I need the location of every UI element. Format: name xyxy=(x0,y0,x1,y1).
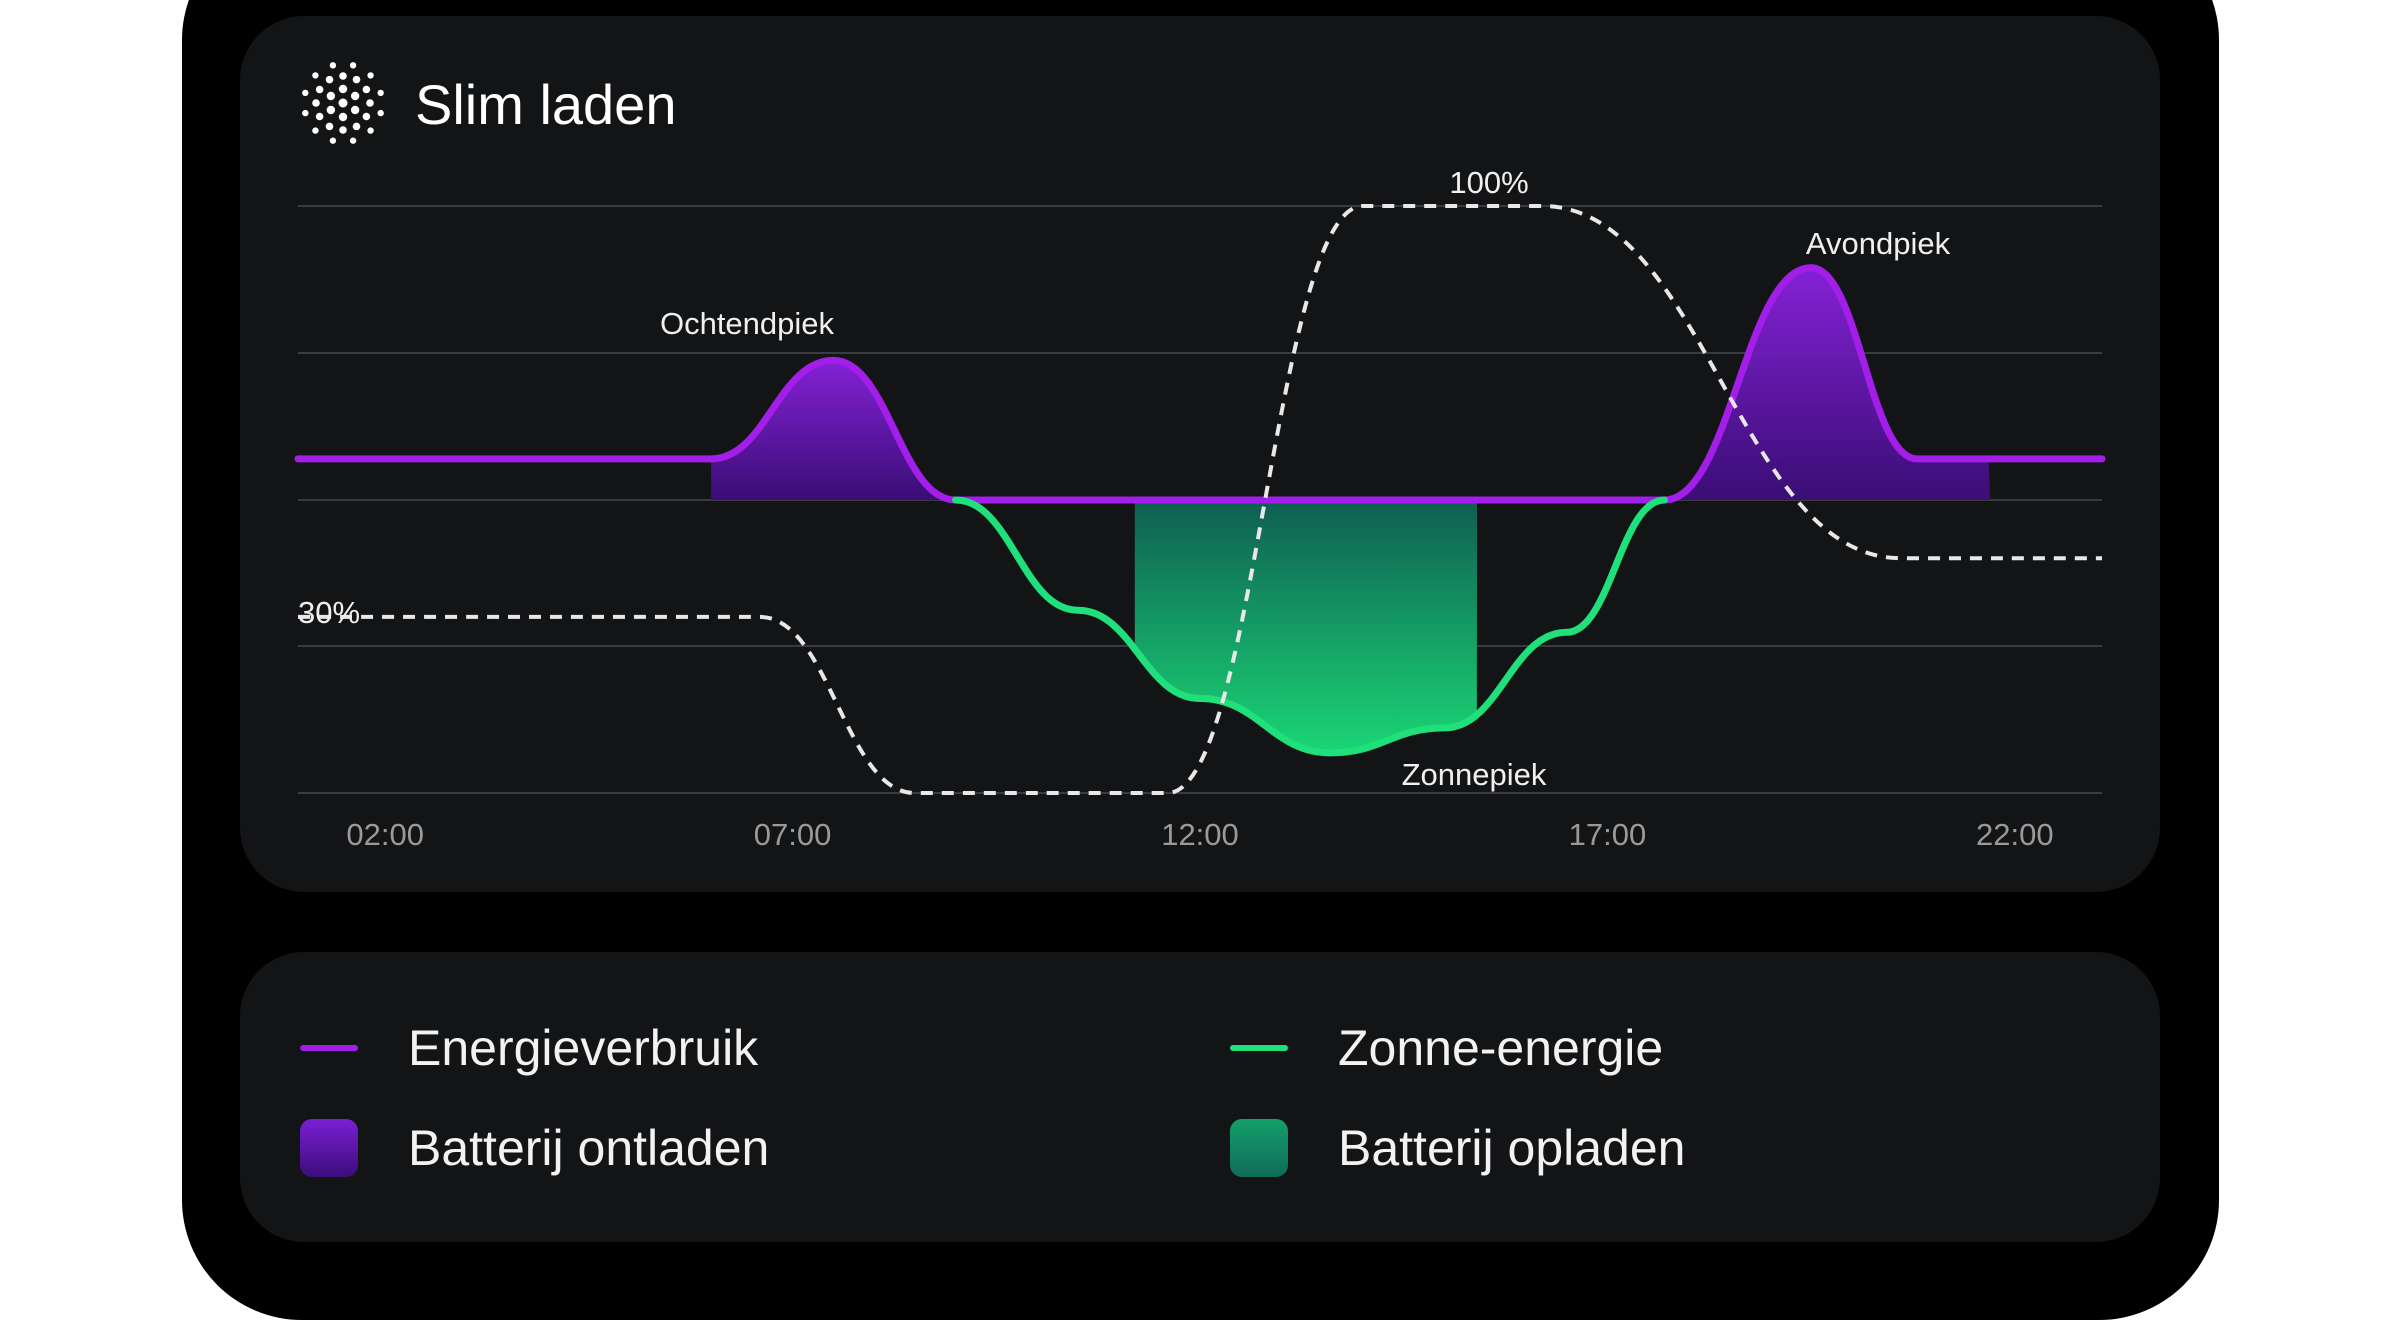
x-tick-label: 12:00 xyxy=(1161,817,1239,852)
logo-dot xyxy=(350,91,360,101)
x-tick-label: 17:00 xyxy=(1569,817,1647,852)
logo-dot xyxy=(352,75,361,84)
logo-dot xyxy=(326,91,336,101)
logo-dot xyxy=(377,89,384,97)
legend-swatch-icon xyxy=(1230,1119,1288,1177)
charge-area xyxy=(1134,500,1478,753)
logo-dot xyxy=(329,62,337,69)
chart-annotation: 30% xyxy=(298,595,360,630)
logo-dot xyxy=(338,84,348,94)
logo-dot xyxy=(339,72,347,80)
logo-dot xyxy=(338,98,348,108)
logo-dot xyxy=(312,127,319,134)
logo-dot xyxy=(338,112,348,122)
legend-item-charge: Batterij opladen xyxy=(1230,1118,1685,1178)
logo-dot xyxy=(349,137,357,144)
logo-dot xyxy=(315,112,324,121)
chart-annotation: 100% xyxy=(1449,165,1528,200)
discharge-area xyxy=(1664,267,1991,500)
consumption-series-line xyxy=(294,264,2106,504)
battery-level-line xyxy=(298,203,2102,795)
legend-label: Batterij opladen xyxy=(1338,1120,1686,1176)
page-title: Slim laden xyxy=(415,73,677,136)
x-tick-label: 02:00 xyxy=(346,817,424,852)
legend-line-icon xyxy=(300,1045,358,1051)
logo-dot xyxy=(302,89,309,97)
logo-dot xyxy=(326,105,336,115)
solar-series-line xyxy=(952,496,1668,757)
logo-dot xyxy=(329,137,337,144)
legend-label: Energieverbruik xyxy=(408,1020,759,1076)
legend-item-discharge: Batterij ontladen xyxy=(300,1118,769,1178)
legend-label: Batterij ontladen xyxy=(408,1120,770,1176)
logo-dot xyxy=(352,122,361,131)
logo-dot xyxy=(350,105,360,115)
logo-dot xyxy=(325,75,334,84)
logo-dot xyxy=(339,126,347,134)
logo-dot xyxy=(377,109,384,117)
dotted-sun-icon xyxy=(302,62,384,144)
logo-dot xyxy=(362,112,371,121)
legend-item-consumption: Energieverbruik xyxy=(300,1018,758,1078)
smart-charging-chart: Ochtendpiek Avondpiek Zonnepiek 100% 30% 02:… xyxy=(294,165,2106,852)
logo-dot xyxy=(312,99,320,107)
logo-dot xyxy=(325,122,334,131)
chart-annotation: Avondpiek xyxy=(1806,226,1951,261)
legend-swatch-icon xyxy=(300,1119,358,1177)
x-tick-label: 22:00 xyxy=(1976,817,2054,852)
logo-dot xyxy=(366,99,374,107)
logo-dot xyxy=(312,72,319,79)
logo-dot xyxy=(349,62,357,69)
chart-annotation: Zonnepiek xyxy=(1402,757,1547,792)
discharge-area xyxy=(711,360,956,500)
chart-annotation: Ochtendpiek xyxy=(660,306,835,341)
logo-dot xyxy=(367,72,374,79)
logo-dot xyxy=(367,127,374,134)
legend-card xyxy=(240,952,2160,1242)
logo-dot xyxy=(302,109,309,117)
legend-line-icon xyxy=(1230,1045,1288,1051)
x-tick-label: 07:00 xyxy=(754,817,832,852)
legend-label: Zonne-energie xyxy=(1338,1020,1664,1076)
logo-dot xyxy=(362,85,371,94)
legend-item-solar: Zonne-energie xyxy=(1230,1018,1663,1078)
logo-dot xyxy=(315,85,324,94)
